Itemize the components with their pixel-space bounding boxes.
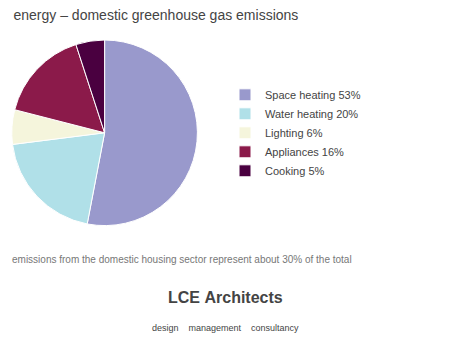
- svg-text:design management consul: design management consultancy: [152, 323, 299, 333]
- svg-text:Water heating 20%: Water heating 20%: [265, 108, 358, 120]
- svg-text:Appliances 16%: Appliances 16%: [265, 146, 344, 158]
- svg-text:Lighting 6%: Lighting 6%: [265, 127, 323, 139]
- svg-text:Space heating 53%: Space heating 53%: [265, 89, 361, 101]
- svg-text:Cooking 5%: Cooking 5%: [265, 165, 325, 177]
- svg-text:LCE Architects: LCE Architects: [168, 289, 283, 306]
- svg-text:energy – domestic greenhouse g: energy – domestic greenhouse gas emissio…: [14, 7, 299, 23]
- svg-text:emissions from the domestic ho: emissions from the domestic housing sect…: [12, 254, 352, 265]
